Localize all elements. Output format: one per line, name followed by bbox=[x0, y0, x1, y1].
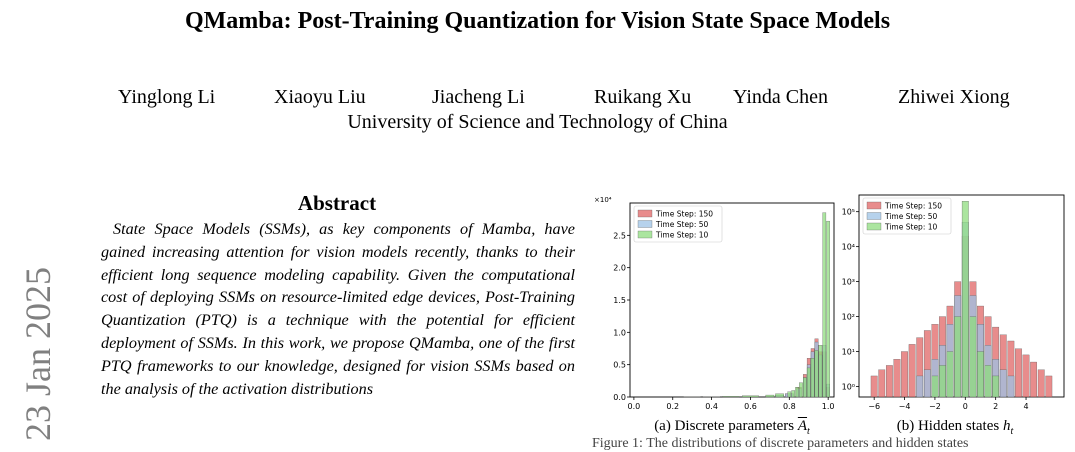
abstract-body: State Space Models (SSMs), as key compon… bbox=[101, 218, 575, 400]
histogram-bar bbox=[795, 387, 798, 397]
y-tick-label: 0.0 bbox=[613, 393, 626, 402]
histogram-bar bbox=[788, 392, 791, 397]
histogram-bar bbox=[909, 344, 915, 397]
legend-label: Time Step: 50 bbox=[655, 220, 708, 229]
author-name: Jiacheng Li bbox=[432, 86, 525, 109]
x-tick-label: 0.4 bbox=[705, 402, 718, 411]
histogram-bar bbox=[807, 368, 810, 397]
histogram-bar bbox=[803, 378, 806, 397]
histogram-bar bbox=[1000, 370, 1006, 397]
y-tick-label: 10¹ bbox=[842, 348, 855, 357]
author-name: Yinglong Li bbox=[118, 86, 215, 109]
legend-label: Time Step: 10 bbox=[884, 223, 937, 232]
legend-swatch bbox=[867, 213, 881, 220]
histogram-bar bbox=[879, 370, 885, 397]
y-tick-label: 10² bbox=[842, 313, 855, 322]
x-tick-label: 0.2 bbox=[666, 402, 679, 411]
histogram-bar bbox=[901, 352, 907, 397]
author-name: Ruikang Xu bbox=[594, 86, 691, 109]
legend-swatch bbox=[638, 210, 652, 217]
legend-label: Time Step: 50 bbox=[884, 212, 937, 221]
x-tick-label: −2 bbox=[929, 402, 941, 411]
legend-swatch bbox=[867, 223, 881, 230]
caption-symbol: A bbox=[798, 418, 807, 434]
author-name: Zhiwei Xiong bbox=[898, 86, 1010, 109]
x-tick-label: −4 bbox=[899, 402, 911, 411]
legend-label: Time Step: 150 bbox=[655, 210, 713, 219]
histogram-bar bbox=[1023, 355, 1029, 397]
x-tick-label: 0.8 bbox=[783, 402, 796, 411]
figure-b-caption: (b) Hidden states ht bbox=[870, 418, 1040, 437]
histogram-bar bbox=[924, 370, 930, 397]
x-tick-label: 0 bbox=[963, 402, 968, 411]
histogram-bar bbox=[977, 352, 983, 397]
figure-b-histogram: −6 −4 −2 0 2 4 10⁰ 10¹ 10² 10³ 10⁴ 10⁵ Time Step: … bbox=[832, 193, 1075, 415]
histogram-bar bbox=[954, 317, 960, 397]
histogram-bar bbox=[819, 345, 822, 397]
histogram-bar bbox=[1015, 349, 1021, 397]
y-tick-label: 1.5 bbox=[613, 296, 626, 305]
histogram-bar bbox=[939, 365, 945, 397]
caption-text: (b) Hidden states bbox=[897, 418, 999, 434]
histogram-bar bbox=[1008, 376, 1014, 397]
x-tick-label: 0.6 bbox=[744, 402, 757, 411]
histogram-bar bbox=[871, 376, 877, 397]
y-tick-label: 0.5 bbox=[613, 361, 626, 370]
histogram-bar bbox=[947, 352, 953, 397]
histogram-bar bbox=[894, 359, 900, 397]
legend-swatch bbox=[867, 202, 881, 209]
histogram-bar bbox=[970, 317, 976, 397]
y-tick-label: 2.5 bbox=[613, 231, 626, 240]
figure-caption: Figure 1: The distributions of discrete … bbox=[592, 436, 968, 452]
histogram-bar bbox=[932, 376, 938, 397]
y-tick-label: 2.0 bbox=[613, 264, 626, 273]
x-tick-label: 2 bbox=[993, 402, 998, 411]
legend-label: Time Step: 10 bbox=[655, 231, 708, 240]
histogram-bar bbox=[985, 365, 991, 397]
histogram-bar bbox=[827, 221, 830, 397]
y-tick-label: 10⁵ bbox=[842, 208, 855, 217]
affiliation: University of Science and Technology of … bbox=[0, 111, 1075, 134]
x-tick-label: 4 bbox=[1023, 402, 1028, 411]
histogram-bar bbox=[962, 201, 968, 397]
caption-text: (a) Discrete parameters bbox=[654, 418, 794, 434]
legend-swatch bbox=[638, 231, 652, 238]
histogram-bar bbox=[1038, 370, 1044, 397]
x-tick-label: 0.0 bbox=[628, 402, 641, 411]
histogram-bar bbox=[917, 376, 923, 397]
side-stamp-text: 23 Jan 2025 bbox=[18, 401, 58, 441]
axis-offset-label: ×10⁴ bbox=[594, 196, 612, 204]
histogram-bar bbox=[992, 376, 998, 397]
histogram-bar bbox=[723, 396, 740, 397]
caption-subscript: t bbox=[1010, 426, 1013, 437]
legend-label: Time Step: 150 bbox=[884, 202, 942, 211]
x-tick-label: −6 bbox=[868, 402, 880, 411]
histogram-bar bbox=[766, 395, 774, 397]
histogram-bar bbox=[823, 213, 826, 397]
author-name: Xiaoyu Liu bbox=[274, 86, 366, 109]
histogram-bar bbox=[815, 350, 818, 397]
paper-title: QMamba: Post-Training Quantization for V… bbox=[0, 8, 1075, 35]
y-tick-label: 10⁴ bbox=[842, 243, 855, 252]
histogram-bar bbox=[1030, 362, 1036, 397]
histogram-bar bbox=[792, 391, 795, 397]
figure-a-caption: (a) Discrete parameters At bbox=[632, 418, 832, 437]
histogram-bar bbox=[799, 383, 802, 397]
y-tick-label: 10⁰ bbox=[842, 382, 855, 391]
author-name: Yinda Chen bbox=[733, 86, 828, 109]
legend-swatch bbox=[638, 221, 652, 228]
abstract-heading: Abstract bbox=[100, 191, 574, 216]
histogram-bar bbox=[775, 394, 783, 397]
histogram-bar bbox=[886, 365, 892, 397]
y-tick-label: 1.0 bbox=[613, 328, 626, 337]
y-tick-label: 10³ bbox=[842, 278, 855, 287]
histogram-bar bbox=[811, 358, 814, 397]
histogram-bar bbox=[1046, 376, 1052, 397]
histogram-bar bbox=[742, 396, 759, 397]
arxiv-side-stamp: 23 Jan 2025 bbox=[18, 401, 258, 441]
